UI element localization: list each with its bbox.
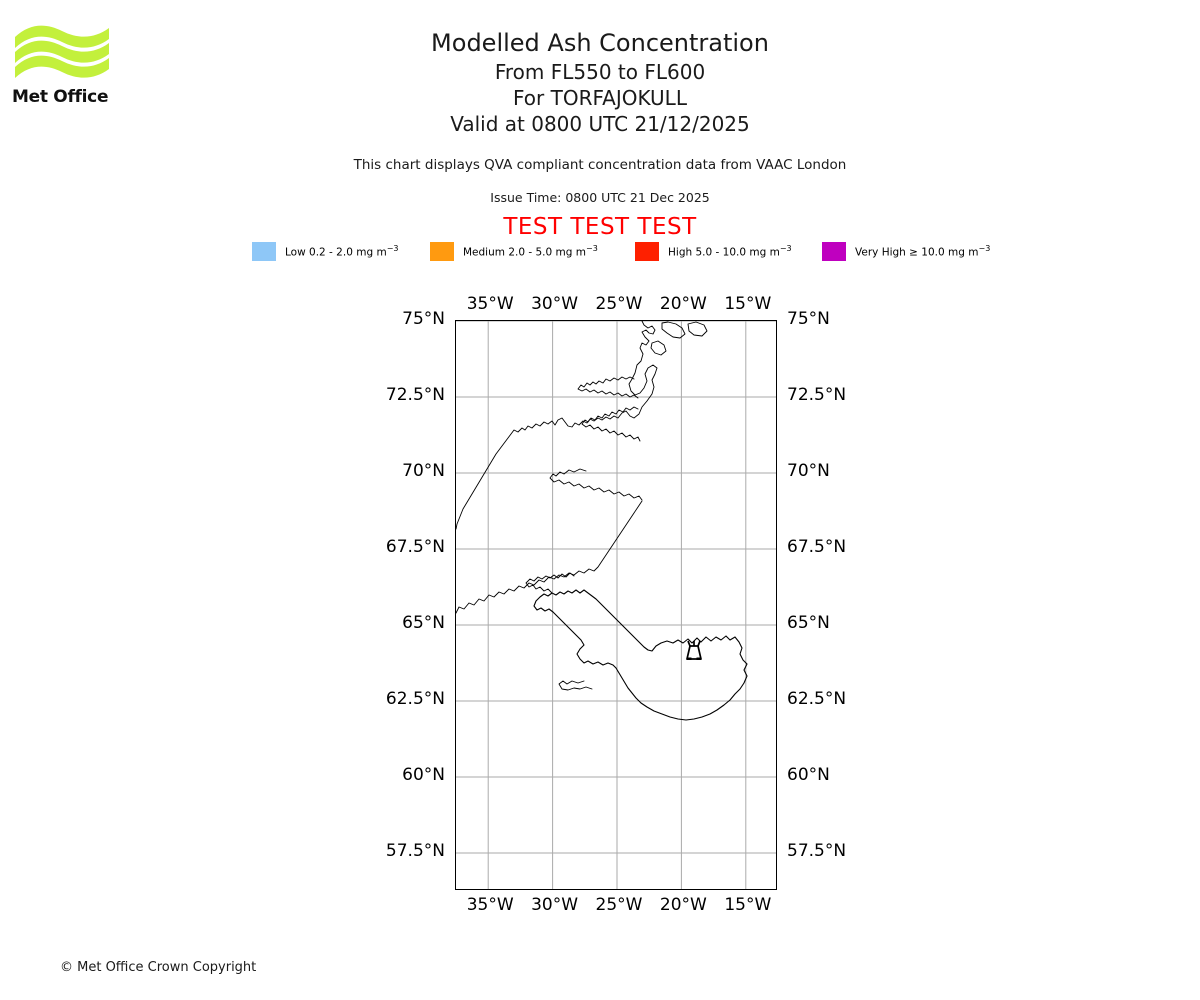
lat-tick-left-60: 60°N bbox=[402, 765, 445, 785]
lon-tick--25: 25°W bbox=[595, 895, 643, 915]
lon-tick--35: 35°W bbox=[466, 294, 514, 314]
legend-label-medium: Medium 2.0 - 5.0 mg m−3 bbox=[463, 243, 598, 259]
legend-high[interactable]: High 5.0 - 10.0 mg m−3 bbox=[635, 241, 792, 261]
legend-label-very-high: Very High ≥ 10.0 mg m−3 bbox=[855, 243, 991, 259]
legend-very-high[interactable]: Very High ≥ 10.0 mg m−3 bbox=[822, 241, 990, 261]
lat-tick-right-60: 60°N bbox=[787, 765, 830, 785]
legend-label-low: Low 0.2 - 2.0 mg m−3 bbox=[285, 243, 399, 259]
lat-tick-right-65: 65°N bbox=[787, 613, 830, 633]
lat-tick-left-62.5: 62.5°N bbox=[385, 689, 445, 709]
lon-tick--20: 20°W bbox=[659, 895, 707, 915]
lat-tick-right-72.5: 72.5°N bbox=[787, 385, 847, 405]
legend-low[interactable]: Low 0.2 - 2.0 mg m−3 bbox=[252, 241, 398, 261]
legend-swatch-low bbox=[252, 241, 276, 261]
lat-tick-left-75: 75°N bbox=[402, 309, 445, 329]
lon-tick--30: 30°W bbox=[531, 895, 579, 915]
met-office-logo: Met Office bbox=[12, 20, 122, 112]
qva-disclaimer: This chart displays QVA compliant concen… bbox=[353, 157, 847, 173]
flight-level-subtitle: From FL550 to FL600 bbox=[494, 60, 706, 84]
concentration-legend: Low 0.2 - 2.0 mg m−3 Medium 2.0 - 5.0 mg… bbox=[252, 241, 992, 263]
lat-tick-left-65: 65°N bbox=[402, 613, 445, 633]
ash-concentration-map[interactable] bbox=[455, 320, 777, 890]
legend-label-high: High 5.0 - 10.0 mg m−3 bbox=[668, 243, 792, 259]
met-office-wave-icon bbox=[15, 25, 109, 78]
lat-tick-right-70: 70°N bbox=[787, 461, 830, 481]
lat-tick-left-67.5: 67.5°N bbox=[385, 537, 445, 557]
map-frame bbox=[455, 320, 777, 890]
page-title: Modelled Ash Concentration bbox=[431, 29, 769, 57]
lat-tick-left-70: 70°N bbox=[402, 461, 445, 481]
test-banner: TEST TEST TEST bbox=[503, 214, 697, 240]
chart-notes: This chart displays QVA compliant concen… bbox=[0, 156, 1200, 207]
copyright-notice: © Met Office Crown Copyright bbox=[60, 960, 257, 975]
lat-tick-right-57.5: 57.5°N bbox=[787, 841, 847, 861]
lon-tick--25: 25°W bbox=[595, 294, 643, 314]
chart-title-block: Modelled Ash Concentration From FL550 to… bbox=[0, 28, 1200, 137]
coastline-overlay bbox=[456, 321, 748, 721]
volcano-subtitle: For TORFAJOKULL bbox=[513, 86, 687, 110]
legend-medium[interactable]: Medium 2.0 - 5.0 mg m−3 bbox=[430, 241, 598, 261]
met-office-logo-text: Met Office bbox=[12, 87, 109, 107]
lon-tick--15: 15°W bbox=[724, 294, 772, 314]
lat-tick-left-72.5: 72.5°N bbox=[385, 385, 445, 405]
legend-swatch-medium bbox=[430, 241, 454, 261]
lat-tick-right-75: 75°N bbox=[787, 309, 830, 329]
map-gridlines bbox=[456, 321, 776, 889]
volcano-marker-icon[interactable] bbox=[683, 638, 705, 662]
lat-tick-left-57.5: 57.5°N bbox=[385, 841, 445, 861]
lon-tick--35: 35°W bbox=[466, 895, 514, 915]
valid-time-subtitle: Valid at 0800 UTC 21/12/2025 bbox=[450, 112, 750, 136]
lat-tick-right-67.5: 67.5°N bbox=[787, 537, 847, 557]
lat-tick-right-62.5: 62.5°N bbox=[787, 689, 847, 709]
issue-time: Issue Time: 0800 UTC 21 Dec 2025 bbox=[490, 190, 710, 205]
legend-swatch-very-high bbox=[822, 241, 846, 261]
lon-tick--20: 20°W bbox=[659, 294, 707, 314]
legend-swatch-high bbox=[635, 241, 659, 261]
lon-tick--15: 15°W bbox=[724, 895, 772, 915]
lon-tick--30: 30°W bbox=[531, 294, 579, 314]
